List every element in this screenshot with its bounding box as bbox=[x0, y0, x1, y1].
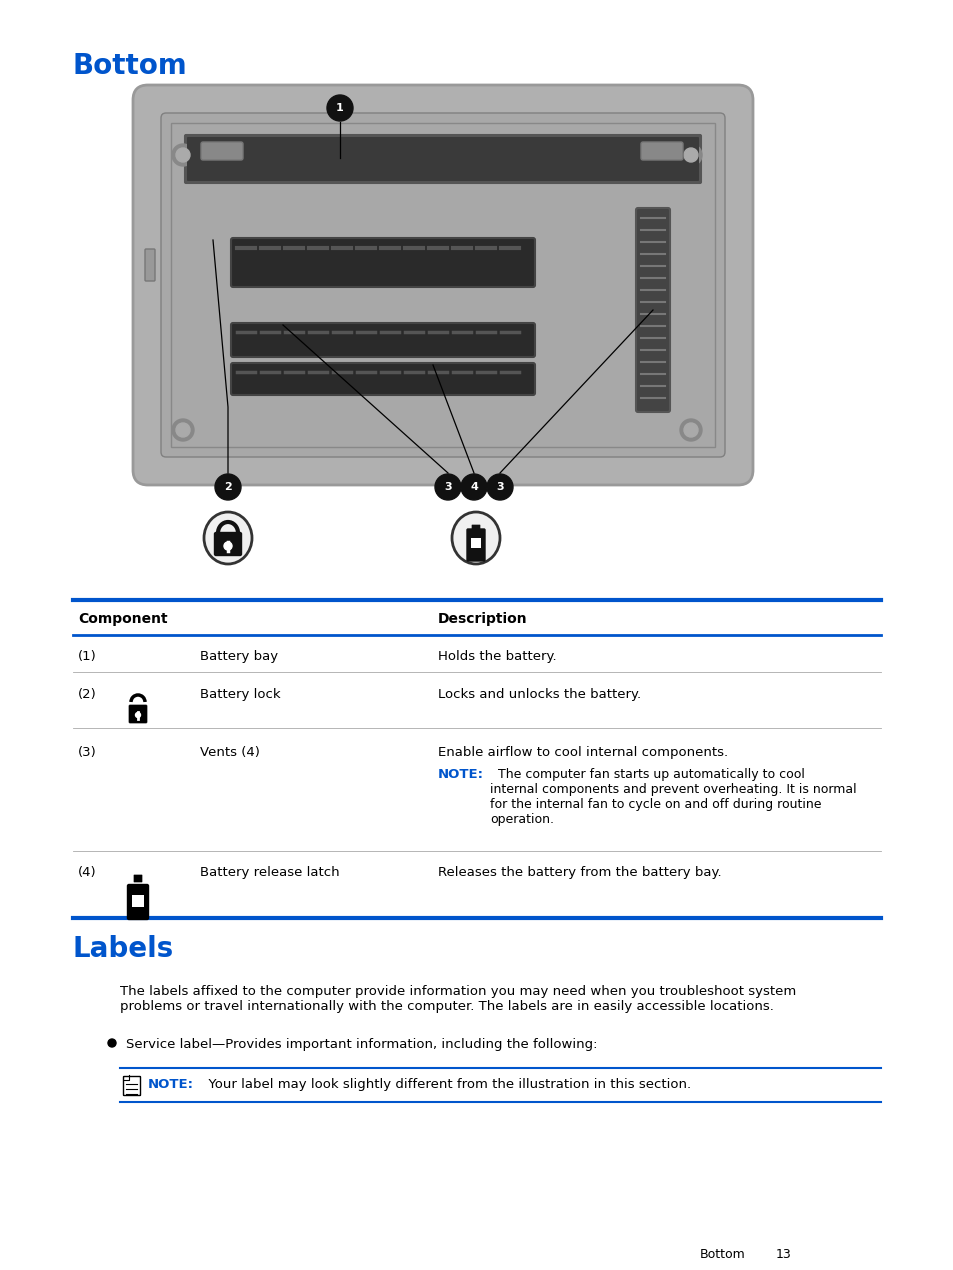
Text: 1: 1 bbox=[335, 103, 343, 113]
Text: Locks and unlocks the battery.: Locks and unlocks the battery. bbox=[437, 688, 640, 701]
Ellipse shape bbox=[452, 512, 499, 564]
FancyBboxPatch shape bbox=[231, 363, 535, 395]
Circle shape bbox=[172, 419, 193, 441]
Text: Your label may look slightly different from the illustration in this section.: Your label may look slightly different f… bbox=[200, 1078, 690, 1091]
FancyBboxPatch shape bbox=[201, 142, 243, 160]
Circle shape bbox=[175, 149, 190, 163]
Text: Battery release latch: Battery release latch bbox=[200, 866, 339, 879]
Text: (3): (3) bbox=[78, 745, 96, 759]
Circle shape bbox=[224, 542, 232, 550]
Text: (1): (1) bbox=[78, 650, 96, 663]
FancyBboxPatch shape bbox=[145, 249, 154, 281]
Circle shape bbox=[679, 419, 701, 441]
Circle shape bbox=[108, 1039, 116, 1046]
FancyBboxPatch shape bbox=[123, 1077, 140, 1096]
Text: Service label—Provides important information, including the following:: Service label—Provides important informa… bbox=[126, 1038, 597, 1052]
Text: (2): (2) bbox=[78, 688, 96, 701]
FancyBboxPatch shape bbox=[132, 85, 752, 485]
Text: Battery bay: Battery bay bbox=[200, 650, 278, 663]
FancyBboxPatch shape bbox=[129, 705, 147, 723]
FancyBboxPatch shape bbox=[636, 208, 669, 411]
FancyBboxPatch shape bbox=[231, 237, 535, 287]
FancyBboxPatch shape bbox=[471, 538, 480, 547]
Text: Bottom: Bottom bbox=[700, 1248, 745, 1261]
FancyBboxPatch shape bbox=[467, 530, 484, 561]
Circle shape bbox=[327, 95, 353, 121]
Bar bbox=[171, 123, 714, 447]
FancyBboxPatch shape bbox=[472, 525, 479, 532]
FancyBboxPatch shape bbox=[214, 532, 241, 555]
Text: 13: 13 bbox=[775, 1248, 791, 1261]
Text: 4: 4 bbox=[470, 483, 477, 491]
Text: (4): (4) bbox=[78, 866, 96, 879]
Circle shape bbox=[175, 423, 190, 437]
Circle shape bbox=[172, 144, 193, 166]
Circle shape bbox=[486, 474, 513, 500]
Circle shape bbox=[435, 474, 460, 500]
Text: 3: 3 bbox=[444, 483, 452, 491]
FancyBboxPatch shape bbox=[133, 875, 142, 881]
Text: 3: 3 bbox=[496, 483, 503, 491]
Circle shape bbox=[214, 474, 241, 500]
FancyBboxPatch shape bbox=[185, 135, 700, 183]
FancyBboxPatch shape bbox=[640, 142, 682, 160]
Circle shape bbox=[135, 712, 140, 718]
Circle shape bbox=[679, 144, 701, 166]
FancyBboxPatch shape bbox=[187, 137, 699, 182]
Text: Description: Description bbox=[437, 612, 527, 626]
Text: Enable airflow to cool internal components.: Enable airflow to cool internal componen… bbox=[437, 745, 727, 759]
Text: Releases the battery from the battery bay.: Releases the battery from the battery ba… bbox=[437, 866, 720, 879]
FancyBboxPatch shape bbox=[231, 323, 535, 357]
Text: The computer fan starts up automatically to cool
internal components and prevent: The computer fan starts up automatically… bbox=[490, 768, 856, 826]
FancyBboxPatch shape bbox=[132, 895, 144, 907]
Circle shape bbox=[683, 149, 698, 163]
Text: NOTE:: NOTE: bbox=[148, 1078, 193, 1091]
Text: NOTE:: NOTE: bbox=[437, 768, 483, 781]
FancyBboxPatch shape bbox=[128, 884, 149, 919]
Text: 2: 2 bbox=[224, 483, 232, 491]
Text: Labels: Labels bbox=[73, 935, 174, 963]
FancyBboxPatch shape bbox=[161, 113, 724, 457]
Text: Vents (4): Vents (4) bbox=[200, 745, 259, 759]
Text: Bottom: Bottom bbox=[73, 52, 188, 80]
Circle shape bbox=[460, 474, 486, 500]
Text: The labels affixed to the computer provide information you may need when you tro: The labels affixed to the computer provi… bbox=[120, 986, 796, 1013]
Text: Battery lock: Battery lock bbox=[200, 688, 280, 701]
Circle shape bbox=[683, 423, 698, 437]
Text: Component: Component bbox=[78, 612, 168, 626]
Ellipse shape bbox=[204, 512, 252, 564]
Text: Holds the battery.: Holds the battery. bbox=[437, 650, 556, 663]
